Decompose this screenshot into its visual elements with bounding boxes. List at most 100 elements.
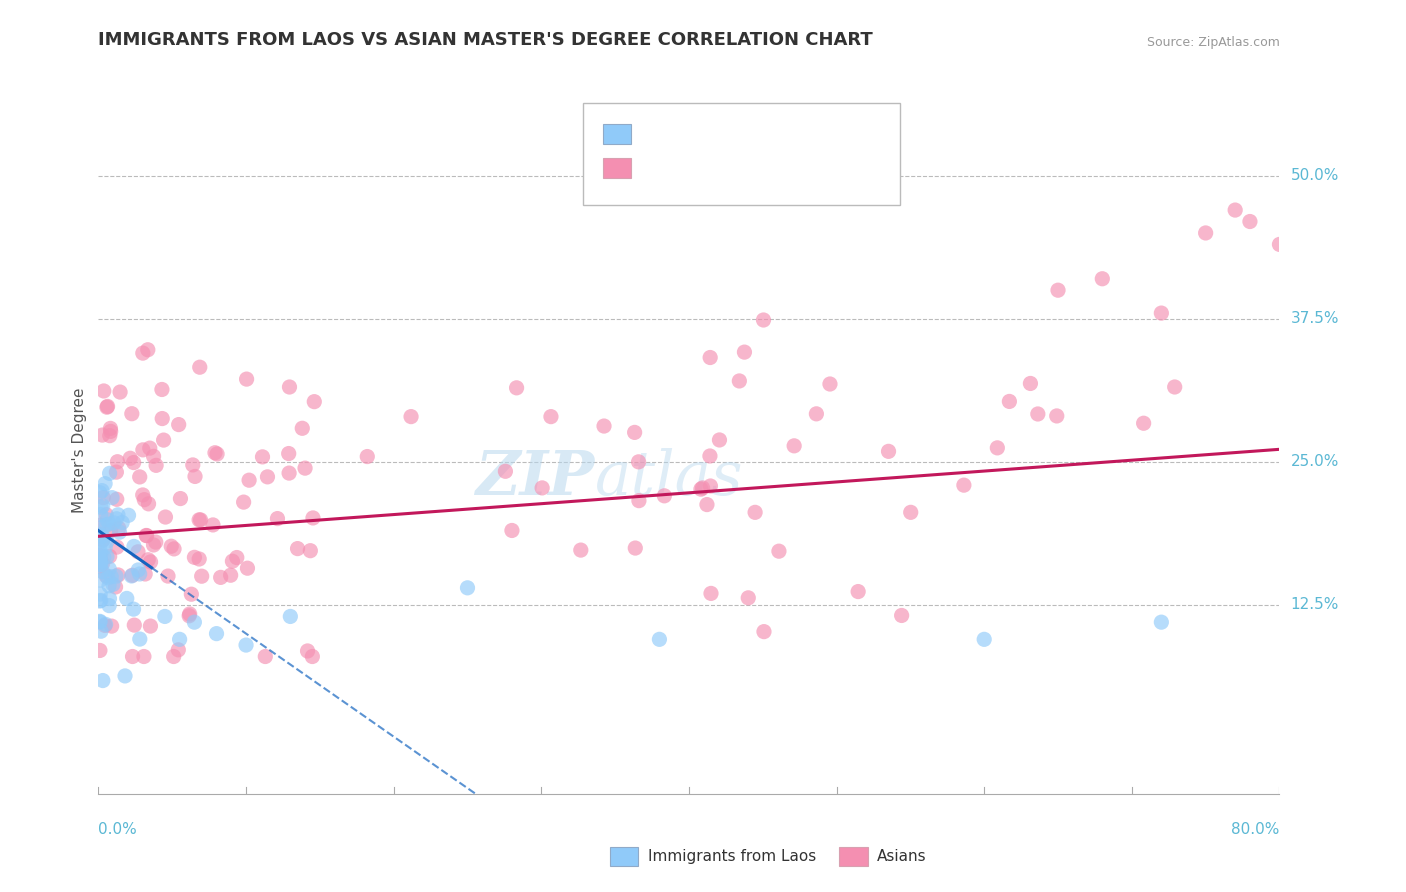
Point — [188, 360, 211, 375]
Point — [98, 599, 121, 613]
Point — [209, 570, 232, 584]
Point — [457, 581, 479, 595]
Point — [152, 433, 174, 447]
Point — [105, 465, 128, 479]
Point — [96, 549, 118, 564]
Point — [700, 586, 723, 600]
Point — [169, 632, 191, 647]
Point — [752, 624, 775, 639]
Point — [304, 394, 326, 409]
Point — [94, 541, 117, 555]
Point — [135, 528, 157, 542]
Point — [278, 466, 301, 480]
Point — [1195, 226, 1218, 240]
Point — [733, 345, 755, 359]
Point — [89, 552, 111, 566]
Point — [205, 447, 228, 461]
Point — [105, 569, 128, 583]
Point — [153, 609, 176, 624]
Point — [204, 446, 226, 460]
Point — [100, 570, 122, 584]
Point — [90, 500, 112, 515]
Point — [302, 511, 325, 525]
Text: 37.5%: 37.5% — [1291, 311, 1339, 326]
Point — [122, 602, 145, 616]
Point — [180, 587, 202, 601]
Text: R =: R = — [641, 161, 675, 175]
Point — [98, 428, 121, 442]
Point — [96, 534, 118, 549]
Point — [399, 409, 422, 424]
Point — [569, 543, 592, 558]
Point — [1132, 416, 1154, 430]
Point — [1026, 407, 1049, 421]
Point — [121, 649, 143, 664]
Point — [183, 550, 205, 565]
Point — [505, 381, 527, 395]
Point — [235, 372, 257, 386]
Point — [89, 485, 111, 500]
Point — [953, 478, 976, 492]
Point — [89, 643, 111, 657]
Point — [107, 521, 129, 535]
Point — [540, 409, 562, 424]
Point — [531, 481, 554, 495]
Point — [654, 489, 676, 503]
Point — [1091, 271, 1114, 285]
Text: -0.178: -0.178 — [678, 127, 733, 141]
Point — [900, 505, 922, 519]
Point — [627, 455, 650, 469]
Point — [104, 580, 127, 594]
Text: IMMIGRANTS FROM LAOS VS ASIAN MASTER'S DEGREE CORRELATION CHART: IMMIGRANTS FROM LAOS VS ASIAN MASTER'S D… — [98, 31, 873, 49]
Point — [205, 626, 228, 640]
Point — [501, 524, 523, 538]
Point — [122, 540, 145, 554]
Point — [89, 549, 111, 563]
Point — [1046, 283, 1070, 297]
Point — [167, 417, 190, 432]
Point — [783, 439, 806, 453]
Point — [163, 541, 186, 556]
Point — [846, 584, 869, 599]
Point — [89, 594, 111, 608]
Point — [91, 557, 114, 571]
Point — [624, 541, 647, 555]
Point — [121, 407, 143, 421]
Point — [1163, 380, 1185, 394]
Point — [1046, 409, 1069, 423]
Point — [91, 533, 114, 548]
Point — [142, 450, 165, 464]
Text: Asians: Asians — [877, 849, 927, 863]
Point — [101, 491, 124, 505]
Point — [90, 530, 112, 544]
Point — [135, 529, 157, 543]
Text: 50.0%: 50.0% — [1291, 169, 1339, 183]
Point — [156, 569, 179, 583]
Text: N =: N = — [756, 127, 790, 141]
Point — [132, 488, 155, 502]
Text: 69: 69 — [792, 127, 813, 141]
Point — [138, 497, 160, 511]
Point — [97, 400, 120, 414]
Point — [98, 562, 121, 576]
Point — [139, 441, 162, 455]
Point — [122, 456, 145, 470]
Point — [93, 519, 115, 533]
Point — [100, 425, 122, 439]
Point — [150, 411, 173, 425]
Point — [890, 608, 912, 623]
Point — [752, 313, 775, 327]
Point — [105, 540, 128, 554]
Point — [155, 510, 177, 524]
Point — [806, 407, 828, 421]
Text: R =: R = — [641, 127, 675, 141]
Point — [142, 538, 165, 552]
Point — [1225, 203, 1247, 218]
Point — [96, 517, 118, 532]
Point — [188, 552, 211, 566]
Point — [108, 385, 131, 400]
Text: 25.0%: 25.0% — [1291, 454, 1339, 469]
Point — [160, 539, 183, 553]
Point — [232, 495, 254, 509]
Point — [132, 346, 155, 360]
